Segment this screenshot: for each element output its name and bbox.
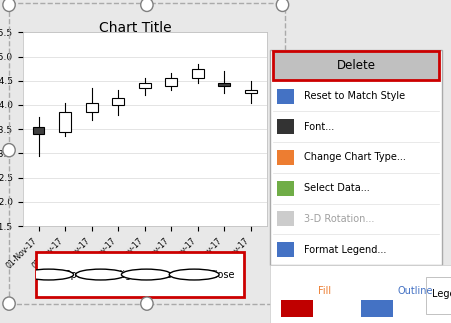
FancyBboxPatch shape [269,50,441,265]
Circle shape [121,269,171,280]
Bar [276,212,294,226]
Text: Outline: Outline [397,286,433,296]
Circle shape [276,143,288,157]
Text: Font...: Font... [304,122,334,132]
Circle shape [23,269,74,280]
Text: 3-D Rotation...: 3-D Rotation... [304,214,374,224]
Bar [280,300,313,317]
Text: Select Data...: Select Data... [304,183,369,193]
Bar [191,68,203,78]
Bar [59,112,71,131]
Text: Delete: Delete [336,59,375,72]
Circle shape [276,297,288,310]
Circle shape [140,297,153,310]
Bar [138,83,150,88]
Bar [32,127,44,134]
Bar [276,89,294,104]
Text: Low: Low [161,270,180,279]
Bar [218,83,230,86]
Circle shape [75,269,125,280]
Text: High: High [115,270,138,279]
Bar [165,78,177,86]
Text: Format Legend...: Format Legend... [304,245,386,255]
Text: Legend: Legend [432,289,451,299]
Bar [244,90,256,93]
Text: Open: Open [63,270,89,279]
Bar [85,103,97,112]
Bar [276,119,294,134]
Text: Fill: Fill [317,286,330,296]
Text: Chart Title: Chart Title [99,21,171,35]
Bar [276,181,294,196]
Text: Reset to Match Style: Reset to Match Style [304,91,405,101]
Circle shape [140,0,153,12]
Circle shape [3,143,15,157]
Bar [276,150,294,165]
FancyBboxPatch shape [425,276,451,314]
Circle shape [276,0,288,12]
FancyBboxPatch shape [273,51,437,80]
Text: Change Chart Type...: Change Chart Type... [304,152,405,162]
Text: Close: Close [208,270,235,279]
Circle shape [3,0,15,12]
FancyBboxPatch shape [269,265,451,323]
Circle shape [3,297,15,310]
Circle shape [169,269,219,280]
Bar [112,98,124,105]
Bar [360,300,392,317]
Bar [276,242,294,257]
FancyBboxPatch shape [36,252,244,297]
